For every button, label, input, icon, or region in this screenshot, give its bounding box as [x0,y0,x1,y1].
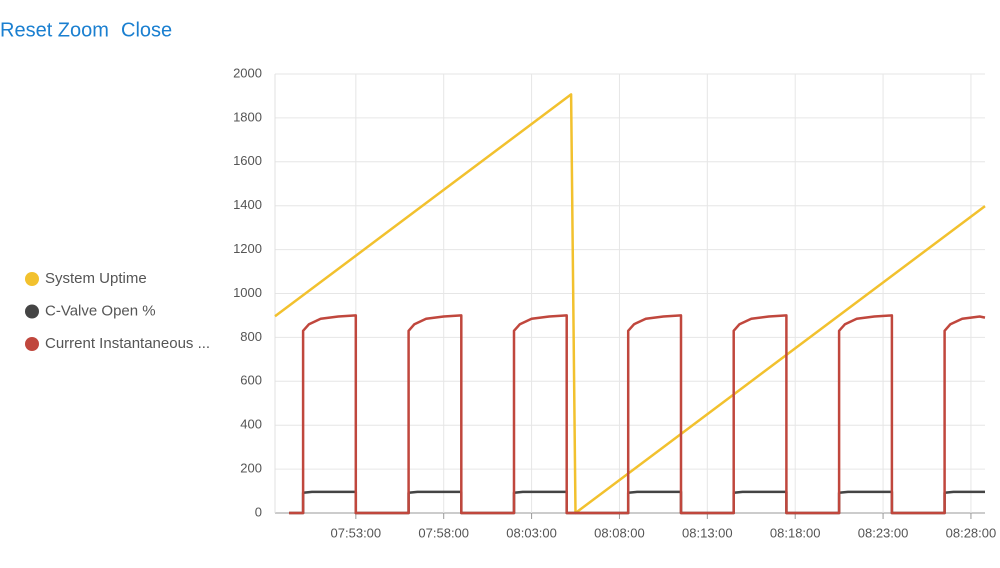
y-tick-label: 1200 [233,241,262,256]
y-tick-label: 1800 [233,109,262,124]
y-tick-label: 1600 [233,153,262,168]
y-tick-label: 1000 [233,285,262,300]
reset-zoom-button[interactable]: Reset Zoom [0,19,109,41]
y-tick-label: 0 [255,504,262,519]
legend-label: Current Instantaneous ... [45,335,210,352]
y-tick-label: 200 [240,461,262,476]
y-tick-label: 600 [240,373,262,388]
series-line [289,490,985,515]
x-tick-label: 07:53:00 [331,525,382,540]
legend-label: C-Valve Open % [45,302,156,319]
y-tick-label: 2000 [233,65,262,80]
legend-swatch [25,304,39,319]
x-tick-label: 08:03:00 [506,525,557,540]
close-button[interactable]: Close [121,19,172,41]
legend-swatch [25,337,39,351]
y-tick-label: 1400 [233,197,262,212]
series-line [289,314,986,515]
x-tick-label: 08:28:00 [946,525,997,540]
legend-swatch [25,272,39,286]
x-tick-label: 08:13:00 [682,525,733,540]
y-tick-label: 800 [240,329,262,344]
y-tick-label: 400 [240,417,262,432]
x-tick-label: 08:08:00 [594,525,645,540]
x-tick-label: 07:58:00 [418,525,469,540]
x-tick-label: 08:18:00 [770,525,821,540]
legend-label: System Uptime [45,270,147,287]
series-line [274,93,986,515]
x-tick-label: 08:23:00 [858,525,909,540]
